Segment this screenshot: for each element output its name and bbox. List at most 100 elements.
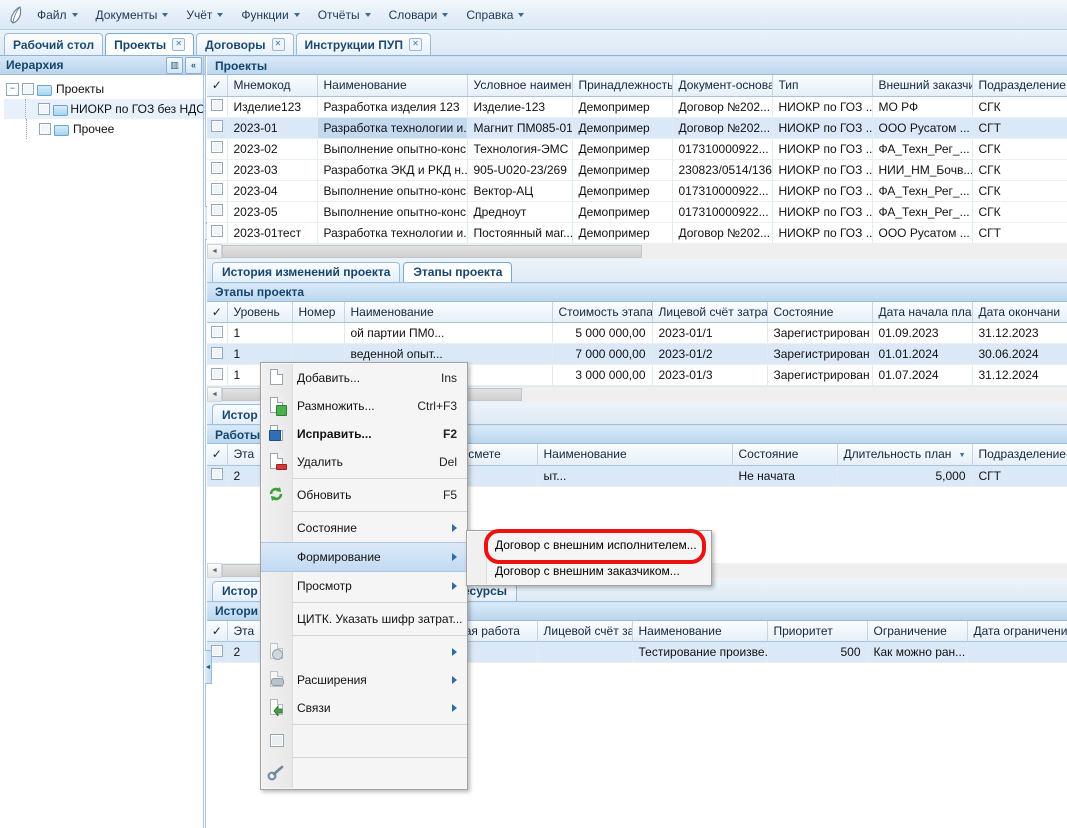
pane-splitter[interactable] [203,56,204,828]
row-checkbox-cell[interactable] [207,96,228,118]
col-plan-end-date[interactable]: Дата окончани [972,301,1067,323]
menu-item-toolbar[interactable] [261,727,467,755]
projects-grid-hscrollbar[interactable]: ◄ [207,243,1067,259]
select-all-header[interactable]: ✓ [207,444,228,466]
row-checkbox[interactable] [210,325,223,338]
table-row[interactable]: 2023-02 Выполнение опытно-конс... Технол… [207,138,1067,160]
table-row[interactable]: Изделие123 Разработка изделия 123 Издели… [207,96,1067,118]
menu-item-duplicate[interactable]: Размножить... Ctrl+F3 [261,392,467,420]
menu-item-formation[interactable]: Формирование [261,542,467,572]
row-checkbox-cell[interactable] [207,465,228,487]
row-checkbox[interactable] [210,225,223,237]
table-row[interactable]: 2023-05 Выполнение опытно-конс... Дредно… [207,201,1067,223]
collapse-sidebar-handle-lower[interactable]: ◄ [205,650,212,684]
col-base-work[interactable]: вая работа [452,620,538,642]
menu-item-view[interactable]: Просмотр [261,572,467,600]
row-checkbox[interactable] [210,346,223,359]
close-icon[interactable]: ✕ [408,38,422,51]
col-state[interactable]: Состояние [732,444,838,466]
context-menu[interactable]: Добавить... Ins Размножить... Ctrl+F3 Ис… [260,362,468,790]
row-checkbox-cell[interactable] [207,364,228,386]
menu-item-links[interactable]: Расширения [261,666,467,694]
col-conditional-name[interactable]: Условное наименова [467,75,573,97]
col-restriction[interactable]: Ограничение [867,620,968,642]
table-row[interactable]: 2023-03 Разработка ЭКД и РКД н... 905-U0… [207,159,1067,181]
row-checkbox[interactable] [210,99,223,111]
tab-contracts[interactable]: Договоры ✕ [196,33,294,55]
menu-item-citk-cost-code[interactable]: ЦИТК. Указать шифр затрат... [261,605,467,633]
col-external-customer[interactable]: Внешний заказчик [872,75,973,97]
col-type[interactable]: Тип [772,75,873,97]
tree-node-other[interactable]: Прочее [4,119,205,139]
row-checkbox[interactable] [210,183,223,195]
row-checkbox[interactable] [210,468,223,480]
col-number[interactable]: Номер [292,301,345,323]
menu-functions[interactable]: Функции [232,5,308,25]
menu-accounting[interactable]: Учёт [177,5,232,25]
tab-history[interactable]: Истор [212,580,268,601]
col-division[interactable]: Подразделение [972,75,1067,97]
col-priority[interactable]: Приоритет [767,620,868,642]
row-checkbox-cell[interactable] [207,343,228,365]
menu-item-add[interactable]: Добавить... Ins [261,364,467,392]
binoculars-icon[interactable]: ▥ [166,56,183,74]
menu-item-extensions[interactable] [261,638,467,666]
hscroll-track[interactable] [222,244,1067,259]
row-checkbox-cell[interactable] [207,159,228,181]
menu-item-refresh[interactable]: Обновить F5 [261,481,467,509]
row-checkbox-cell[interactable] [207,180,228,202]
row-checkbox[interactable] [210,204,223,216]
table-row[interactable]: 1 ой партии ПМ0... 5 000 000,00 2023-01/… [207,322,1067,344]
col-restriction-date[interactable]: Дата ограничени [967,620,1067,642]
menu-dictionaries[interactable]: Словари [380,5,458,25]
table-row[interactable]: 2023-01тест Разработка технологии и... П… [207,222,1067,244]
menu-reports[interactable]: Отчёты [309,5,380,25]
close-icon[interactable]: ✕ [172,38,186,51]
row-checkbox-cell[interactable] [207,117,228,139]
submenu-item-external-customer-contract[interactable]: Договор с внешним заказчиком... [467,558,711,584]
menu-documents[interactable]: Документы [87,5,178,25]
menu-item-state[interactable]: Состояние [261,514,467,542]
tree-node-projects[interactable]: − Проекты [4,79,205,99]
col-cost-account[interactable]: Лицевой счёт затр [537,620,633,642]
row-checkbox[interactable] [210,644,223,657]
col-affiliation[interactable]: Принадлежность [572,75,673,97]
expander-icon[interactable]: − [6,82,19,96]
select-all-header[interactable]: ✓ [207,75,228,97]
row-checkbox-cell[interactable] [207,222,228,244]
tree-checkbox[interactable] [39,123,51,135]
row-checkbox[interactable] [210,367,223,380]
col-in-estimate[interactable]: в смете [452,444,538,466]
tree-node-niokr[interactable]: НИОКР по ГОЗ без НДС [4,99,205,119]
menu-file[interactable]: Файл [28,5,87,25]
col-name[interactable]: Наименование [537,444,733,466]
table-row[interactable]: 1 веденной опыт... 7 000 000,00 2023-01/… [207,343,1067,365]
scroll-left-icon[interactable]: ◄ [207,563,222,578]
col-name[interactable]: Наименование [344,301,553,323]
tree-checkbox[interactable] [22,83,34,95]
select-all-header[interactable]: ✓ [207,620,228,642]
col-level[interactable]: Уровень [227,301,293,323]
scroll-left-icon[interactable]: ◄ [207,386,222,402]
scroll-left-icon[interactable]: ◄ [207,244,222,259]
collapse-panel-icon[interactable]: « [185,56,202,74]
row-checkbox[interactable] [210,120,223,132]
col-plan-duration[interactable]: Длительность план ▼ [837,444,973,466]
col-name[interactable]: Наименование [632,620,768,642]
row-checkbox-cell[interactable] [207,138,228,160]
tree-checkbox[interactable] [37,103,50,115]
menu-item-edit[interactable]: Исправить... F2 [261,420,467,448]
col-name[interactable]: Наименование [317,75,468,97]
row-checkbox[interactable] [210,162,223,174]
select-all-header[interactable]: ✓ [207,301,228,323]
col-executor-division[interactable]: Подразделение-испо [972,444,1067,466]
tab-projects[interactable]: Проекты ✕ [105,33,195,55]
row-checkbox-cell[interactable] [207,322,228,344]
hscroll-thumb[interactable] [222,245,642,258]
row-checkbox-cell[interactable] [207,201,228,223]
col-cost-account[interactable]: Лицевой счёт затрат. [652,301,768,323]
tab-desktop[interactable]: Рабочий стол [4,33,104,55]
tab-instructions[interactable]: Инструкции ПУП ✕ [295,33,431,55]
menu-item-exchange[interactable]: Связи [261,694,467,722]
menu-help[interactable]: Справка [457,5,533,25]
